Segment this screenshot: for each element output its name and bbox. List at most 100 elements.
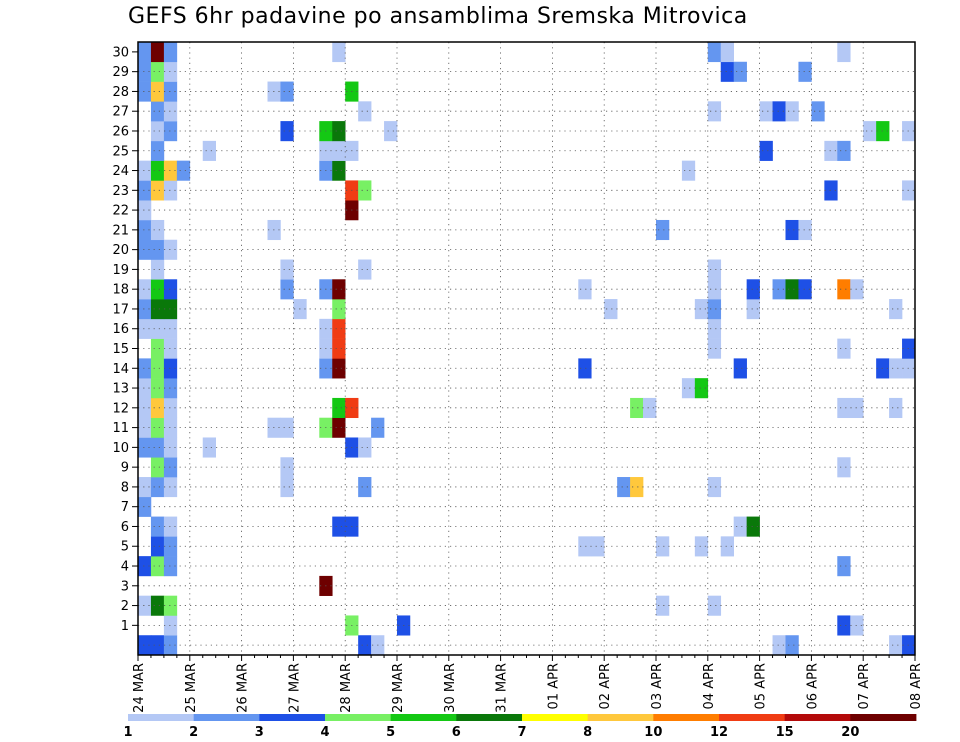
heatmap-cell [138, 358, 152, 379]
heatmap-cell [837, 140, 851, 161]
y-tick-label: 8 [121, 480, 129, 495]
x-tick-label: 07 APR [857, 663, 872, 709]
heatmap-cell [358, 437, 372, 458]
heatmap-cell [163, 397, 178, 419]
heatmap-cell [202, 437, 216, 458]
heatmap-cell [733, 516, 747, 537]
heatmap-cell [837, 615, 851, 636]
heatmap-cell [837, 397, 851, 419]
axis-ticks: 1234567891011121314151617181920212223242… [112, 45, 924, 712]
heatmap-cell [798, 61, 812, 82]
colorbar-swatch [784, 714, 851, 721]
heatmap-cell [358, 259, 372, 280]
y-tick-label: 19 [112, 263, 129, 278]
heatmap-cell [150, 279, 165, 300]
heatmap-cell [138, 378, 152, 399]
y-tick-label: 4 [121, 560, 129, 575]
heatmap-cell [150, 437, 165, 458]
chart-title: GEFS 6hr padavine po ansamblima Sremska … [128, 4, 748, 29]
heatmap-cell [163, 42, 178, 63]
heatmap-cell [332, 358, 346, 379]
y-tick-label: 11 [112, 421, 129, 436]
x-tick-label: 30 MAR [443, 663, 458, 713]
y-tick-label: 9 [121, 461, 129, 476]
colorbar-swatch [587, 714, 654, 721]
heatmap-cell [163, 595, 178, 616]
y-tick-label: 10 [112, 441, 129, 456]
y-tick-label: 26 [112, 124, 129, 139]
heatmap-cell [138, 219, 152, 241]
heatmap-cell [332, 338, 346, 359]
colorbar-swatch [325, 714, 392, 721]
heatmap-cell [163, 160, 178, 181]
heatmap-cell [707, 101, 722, 122]
heatmap-cell [332, 42, 346, 63]
colorbar-label: 3 [255, 725, 264, 740]
heatmap-cell [138, 437, 152, 458]
heatmap-cell [138, 81, 152, 102]
x-tick-label: 05 APR [754, 663, 769, 709]
heatmap-cell [681, 160, 696, 181]
heatmap-cell [358, 101, 372, 122]
heatmap-cell [150, 397, 165, 419]
y-tick-label: 27 [112, 105, 129, 120]
heatmap-cell [138, 42, 152, 63]
heatmap-cell [694, 536, 709, 557]
heatmap-cell [798, 219, 812, 241]
heatmap-cell [591, 536, 605, 557]
heatmap-cell [578, 279, 592, 300]
heatmap-cell [202, 140, 216, 161]
heatmap-cell [138, 556, 152, 577]
x-tick-label: 31 MAR [495, 663, 510, 713]
y-tick-label: 18 [112, 283, 129, 298]
heatmap-cell [358, 635, 372, 656]
heatmap-cell [733, 358, 747, 379]
heatmap-cell [150, 140, 165, 161]
heatmap-cell [138, 180, 152, 201]
heatmap-cell [617, 477, 631, 498]
heatmap-cell [707, 477, 722, 498]
heatmap-cell [150, 121, 165, 142]
heatmap-cell [358, 477, 372, 498]
x-tick-label: 02 APR [598, 663, 613, 709]
y-tick-label: 12 [112, 401, 129, 416]
heatmap-cell [163, 81, 178, 102]
colorbar-label: 4 [320, 725, 329, 740]
heatmap-cell [759, 140, 773, 161]
heatmap-cell [707, 259, 722, 280]
heatmap-cell [694, 378, 709, 399]
heatmap-cell [163, 457, 178, 478]
heatmap-cell [772, 279, 786, 300]
heatmap-cell [163, 417, 178, 438]
heatmap-cell [837, 457, 851, 478]
heatmap-cell [604, 299, 618, 320]
y-tick-label: 6 [121, 520, 129, 535]
colorbar-label: 1 [123, 725, 132, 740]
heatmap-cell [824, 140, 838, 161]
heatmap-cell [150, 61, 165, 82]
heatmap-cell [746, 279, 760, 300]
heatmap-cell [163, 516, 178, 537]
colorbar-label: 7 [517, 725, 526, 740]
heatmap-cell [656, 219, 670, 241]
heatmap-cell [150, 299, 165, 320]
heatmap-cell [785, 219, 799, 241]
heatmap-cell [733, 61, 747, 82]
heatmap-cell [138, 397, 152, 419]
heatmap-cell [889, 358, 903, 379]
y-tick-label: 22 [112, 204, 129, 219]
heatmap-cell [163, 61, 178, 82]
heatmap-cell [150, 101, 165, 122]
y-tick-label: 15 [112, 342, 129, 357]
colorbar-label: 8 [583, 725, 592, 740]
heatmap-cell [163, 180, 178, 201]
heatmap-cell [150, 259, 165, 280]
heatmap-cell [850, 615, 864, 636]
heatmap-cell [280, 457, 294, 478]
y-tick-label: 28 [112, 85, 129, 100]
y-tick-label: 5 [121, 540, 129, 555]
heatmap-cell [150, 81, 165, 102]
x-tick-label: 27 MAR [287, 663, 302, 713]
heatmap-cell [150, 635, 165, 656]
